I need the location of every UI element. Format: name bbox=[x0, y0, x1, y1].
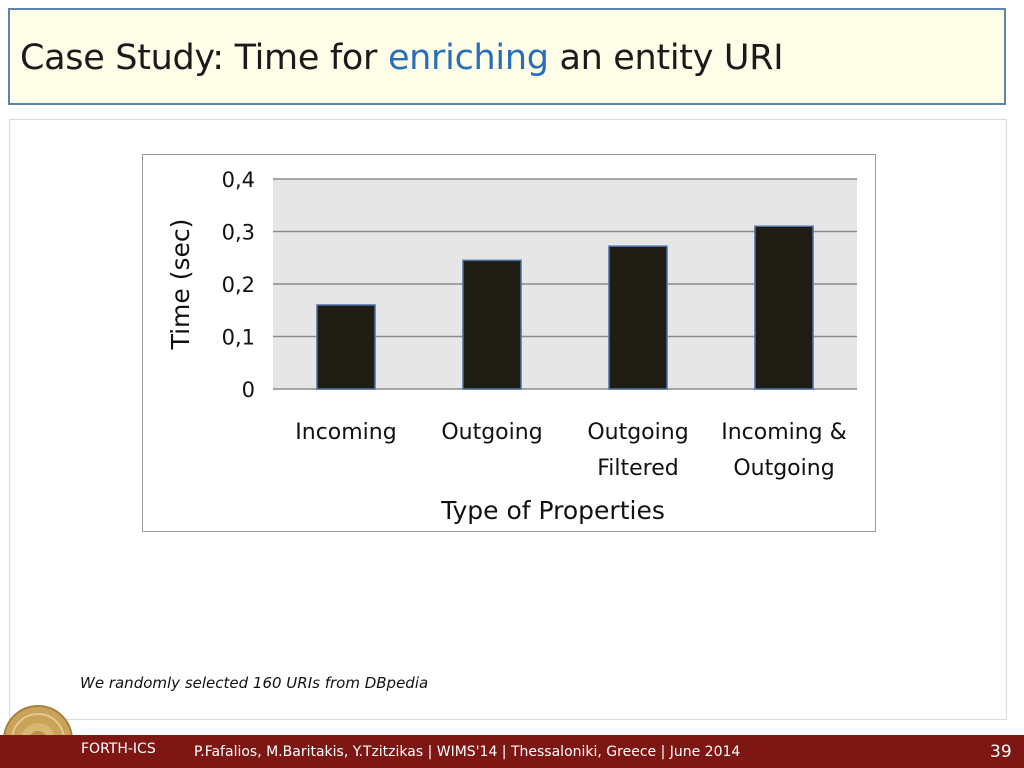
x-tick-label: Outgoing bbox=[441, 420, 542, 445]
page-number: 39 bbox=[990, 742, 1012, 762]
bar bbox=[608, 245, 668, 390]
bar bbox=[316, 304, 376, 390]
x-tick-label: Incoming & Outgoing bbox=[721, 420, 847, 481]
footer-credits: P.Fafalios, M.Baritakis, Y.Tzitzikas | W… bbox=[194, 744, 741, 760]
bar bbox=[462, 259, 522, 390]
title-prefix: Case Study: Time for bbox=[20, 38, 378, 78]
bar-chart: 0 0,1 0,2 0,3 0,4 Incoming Outgoing Outgoing Fil… bbox=[166, 168, 857, 525]
y-tick-label: 0,3 bbox=[222, 221, 255, 245]
chart-frame: 0 0,1 0,2 0,3 0,4 Incoming Outgoing Outgoing Fil… bbox=[142, 154, 876, 532]
title-suffix: an entity URI bbox=[559, 38, 784, 78]
y-axis-label: Time (sec) bbox=[166, 219, 195, 351]
title-box: Case Study: Time for enriching an entity… bbox=[8, 8, 1006, 105]
footnote: We randomly selected 160 URIs from DBped… bbox=[80, 674, 429, 692]
title-highlight: enriching bbox=[387, 38, 549, 78]
x-axis-label: Type of Properties bbox=[440, 496, 665, 525]
footer-org: FORTH-ICS bbox=[81, 741, 156, 757]
bar bbox=[754, 225, 814, 390]
y-tick-label: 0,1 bbox=[222, 326, 255, 350]
y-tick-label: 0 bbox=[242, 378, 255, 402]
y-tick-label: 0,2 bbox=[222, 273, 255, 297]
footer-bar: FORTH-ICS P.Fafalios, M.Baritakis, Y.Tzi… bbox=[0, 735, 1024, 768]
y-tick-label: 0,4 bbox=[222, 168, 255, 192]
x-tick-label: Outgoing Filtered bbox=[587, 420, 688, 481]
x-tick-label: Incoming bbox=[295, 420, 396, 445]
slide-title: Case Study: Time for enriching an entity… bbox=[20, 38, 784, 78]
